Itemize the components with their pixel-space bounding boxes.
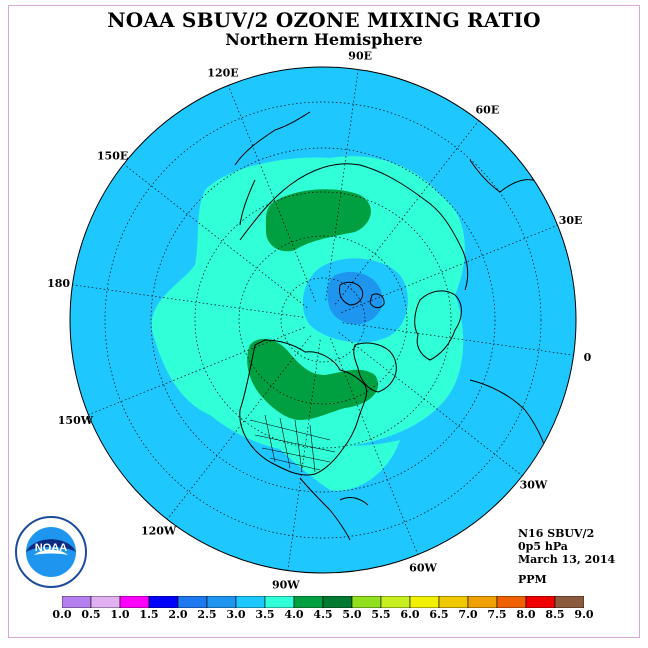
coast-central-america: [299, 477, 369, 541]
colorbar-segment: [409, 596, 440, 608]
colorbar-tick-label: 0.0: [52, 608, 72, 621]
longitude-label: 30E: [559, 214, 583, 227]
longitude-label: 120E: [207, 66, 238, 79]
logo-text: NOAA: [35, 542, 67, 554]
meridian-line: [227, 85, 316, 302]
coast-europe: [414, 290, 462, 361]
map-subtitle: Northern Hemisphere: [225, 30, 423, 49]
longitude-label: 60W: [409, 562, 437, 575]
image-frame: [8, 5, 640, 638]
colorbar-tick-label: 5.0: [342, 608, 362, 621]
colorbar-segment: [496, 596, 527, 608]
meridian-line: [123, 163, 308, 308]
units-label: PPM: [518, 573, 547, 586]
colorbar-segment: [322, 596, 353, 608]
colorbar-tick-label: 1.5: [139, 608, 159, 621]
colorbar-tick-label: 3.5: [255, 608, 275, 621]
contour-4-0-siberia: [265, 189, 371, 252]
coast-north-america: [239, 339, 368, 476]
meridian-line: [342, 322, 574, 356]
instrument-label: N16 SBUV/2: [518, 527, 595, 540]
colorbar-tick-label: 2.5: [197, 608, 217, 621]
colorbar-segment: [119, 596, 150, 608]
longitude-label: 30W: [520, 478, 548, 491]
longitude-label: 60E: [476, 104, 500, 117]
meridian-line: [341, 224, 558, 313]
ozone-field: [151, 156, 465, 491]
colorbar-tick-label: 8.5: [545, 608, 565, 621]
contour-3-5-south: [250, 420, 400, 491]
colorbar-tick-label: 1.0: [110, 608, 130, 621]
colorbar-segment: [380, 596, 411, 608]
longitude-labels: 90E 60E 30E 0 30W 60W 90W 120W 150W 180 150E 120E: [47, 50, 591, 592]
coast-arctic-islands: [339, 281, 385, 309]
map-title: NOAA SBUV/2 OZONE MIXING RATIO: [107, 8, 541, 32]
coast-east-asia: [234, 111, 311, 226]
longitude-label: 90E: [348, 50, 372, 63]
colorbar-segment: [351, 596, 382, 608]
coast-greenland: [353, 342, 397, 393]
meridian-line: [330, 338, 419, 555]
meridian-line: [325, 69, 359, 301]
colorbar-segment: [62, 596, 92, 608]
meridian-line: [88, 327, 305, 416]
colorbar: [62, 596, 584, 608]
longitude-label: 90W: [272, 578, 300, 591]
longitude-label: 120W: [141, 524, 177, 537]
date-label: March 13, 2014: [518, 553, 616, 566]
colorbar-segment: [554, 596, 584, 608]
colorbar-tick-label: 2.0: [168, 608, 188, 621]
colorbar-tick-label: 8.0: [516, 608, 536, 621]
colorbar-tick-label: 9.0: [574, 608, 594, 621]
meridian-line: [287, 339, 321, 571]
coast-asia: [239, 163, 469, 291]
colorbar-tick-label: 4.5: [313, 608, 333, 621]
colorbar-tick-label: 7.5: [487, 608, 507, 621]
meridian-line: [335, 120, 480, 305]
colorbar-segment: [293, 596, 324, 608]
us-state-grid: [249, 414, 336, 473]
noaa-logo-icon: NOAA: [15, 516, 87, 588]
longitude-label: 150W: [58, 414, 94, 427]
colorbar-segment: [467, 596, 498, 608]
colorbar-tick-label: 7.0: [458, 608, 478, 621]
longitude-label: 150E: [97, 150, 128, 163]
colorbar-segment: [90, 596, 121, 608]
contour-4-0-canada: [247, 338, 379, 420]
colorbar-tick-label: 4.0: [284, 608, 304, 621]
colorbar-tick-label: 6.5: [429, 608, 449, 621]
meridians: [72, 69, 574, 571]
meridian-line: [166, 335, 311, 520]
latitude-circles: [104, 101, 542, 539]
meridian-line: [72, 284, 304, 318]
colorbar-segment: [206, 596, 237, 608]
colorbar-tick-label: 3.0: [226, 608, 246, 621]
colorbar-segment: [148, 596, 179, 608]
longitude-label: 0: [584, 351, 592, 364]
level-label: 0p5 hPa: [518, 540, 568, 553]
coast-south-asia: [469, 159, 546, 193]
colorbar-segment: [177, 596, 208, 608]
meridian-line: [338, 332, 523, 477]
colorbar-tick-label: 6.0: [400, 608, 420, 621]
colorbar-tick-label: 5.5: [371, 608, 391, 621]
colorbar-segment: [235, 596, 266, 608]
info-block: N16 SBUV/2 0p5 hPa March 13, 2014: [518, 527, 615, 566]
colorbar-segment: [525, 596, 556, 608]
colorbar-segment: [438, 596, 469, 608]
contour-3-0-ring: [302, 258, 408, 343]
colorbar-segment: [264, 596, 295, 608]
longitude-label: 180: [47, 277, 70, 290]
colorbar-tick-label: 0.5: [81, 608, 101, 621]
